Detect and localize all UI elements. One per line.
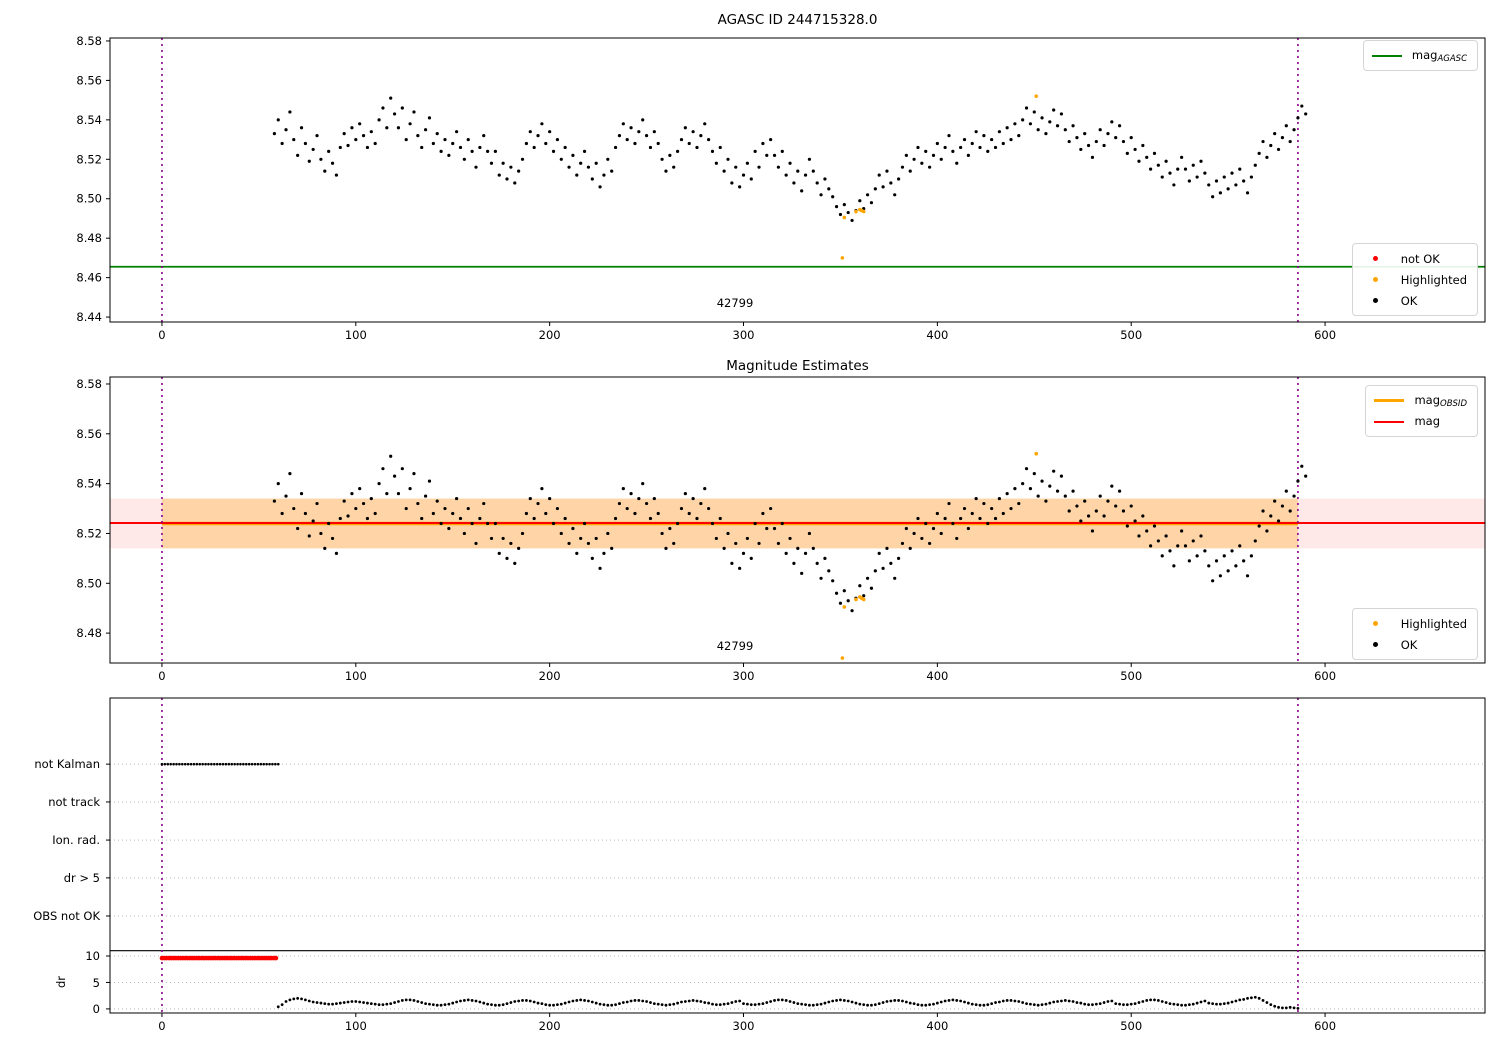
legend-point-types-top: not OK Highlighted OK	[1351, 243, 1478, 316]
obsid-annotation-middle: 42799	[716, 639, 754, 653]
svg-text:8.44: 8.44	[76, 310, 102, 324]
svg-text:300: 300	[733, 669, 755, 683]
svg-text:100: 100	[345, 1019, 367, 1033]
svg-text:500: 500	[1120, 1019, 1142, 1033]
flag-label-ion-rad: Ion. rad.	[52, 833, 100, 847]
svg-text:300: 300	[733, 328, 755, 342]
svg-text:8.50: 8.50	[76, 192, 102, 206]
middle-chart-title: Magnitude Estimates	[726, 358, 869, 374]
svg-text:0: 0	[158, 1019, 165, 1033]
black-dot-swatch	[1361, 642, 1391, 647]
svg-text:600: 600	[1314, 1019, 1336, 1033]
svg-text:600: 600	[1314, 669, 1336, 683]
legend-label: OK	[1400, 637, 1418, 652]
flag-label-obs-not-ok: OBS not OK	[33, 909, 100, 923]
red-dot-swatch	[1361, 256, 1391, 261]
legend-label: not OK	[1400, 251, 1440, 266]
green-line-swatch	[1371, 54, 1402, 57]
svg-text:8.48: 8.48	[76, 626, 102, 640]
obsid-annotation-top: 42799	[716, 296, 754, 310]
svg-text:300: 300	[733, 1019, 755, 1033]
svg-text:0: 0	[158, 328, 165, 342]
legend-mag-lines: magOBSID mag	[1365, 385, 1478, 437]
flag-label-not-track: not track	[48, 795, 100, 809]
top-chart-title: AGASC ID 244715328.0	[717, 12, 878, 28]
svg-text:400: 400	[926, 669, 948, 683]
svg-text:8.48: 8.48	[76, 231, 102, 245]
svg-text:8.52: 8.52	[76, 152, 102, 166]
dr-tick-5: 5	[92, 976, 100, 990]
legend-item-ok: OK	[1361, 634, 1467, 655]
legend-label: magAGASC	[1411, 47, 1467, 64]
legend-item-mag-obsid: magOBSID	[1374, 390, 1467, 411]
legend-item-ok: OK	[1361, 290, 1467, 311]
legend-item-not-ok: not OK	[1361, 248, 1467, 269]
legend-label: magOBSID	[1414, 392, 1467, 409]
svg-text:8.58: 8.58	[76, 34, 102, 48]
svg-text:8.58: 8.58	[76, 377, 102, 391]
svg-text:0: 0	[158, 669, 165, 683]
legend-item-mag: mag	[1374, 411, 1467, 432]
dr-tick-0: 0	[92, 1002, 100, 1016]
svg-text:200: 200	[539, 328, 561, 342]
svg-text:8.50: 8.50	[76, 576, 102, 590]
svg-text:100: 100	[345, 328, 367, 342]
legend-item-mag-agasc: magAGASC	[1371, 45, 1467, 66]
svg-text:8.52: 8.52	[76, 526, 102, 540]
red-line-swatch	[1374, 420, 1405, 423]
legend-point-types-middle: Highlighted OK	[1351, 608, 1478, 660]
legend-mag-agasc: magAGASC	[1362, 40, 1478, 71]
svg-text:8.56: 8.56	[76, 427, 102, 441]
orange-line-swatch	[1374, 399, 1405, 402]
legend-label: mag	[1414, 413, 1441, 428]
svg-text:100: 100	[345, 669, 367, 683]
svg-text:8.54: 8.54	[76, 477, 102, 491]
legend-item-highlighted: Highlighted	[1361, 269, 1467, 290]
svg-text:400: 400	[926, 1019, 948, 1033]
legend-label: Highlighted	[1400, 272, 1467, 287]
svg-text:8.56: 8.56	[76, 73, 102, 87]
flag-label-not-kalman: not Kalman	[34, 757, 100, 771]
legend-label: Highlighted	[1400, 616, 1467, 631]
legend-label: OK	[1400, 293, 1418, 308]
svg-text:8.46: 8.46	[76, 271, 102, 285]
orange-dot-swatch	[1361, 621, 1391, 626]
dr-tick-10: 10	[85, 949, 100, 963]
flag-label-dr-gt-5: dr > 5	[63, 871, 100, 885]
svg-text:200: 200	[539, 669, 561, 683]
svg-text:400: 400	[926, 328, 948, 342]
orange-dot-swatch	[1361, 277, 1391, 282]
svg-text:500: 500	[1120, 328, 1142, 342]
svg-text:8.54: 8.54	[76, 113, 102, 127]
black-dot-swatch	[1361, 298, 1391, 303]
svg-text:200: 200	[539, 1019, 561, 1033]
svg-text:600: 600	[1314, 328, 1336, 342]
svg-text:500: 500	[1120, 669, 1142, 683]
legend-item-highlighted: Highlighted	[1361, 613, 1467, 634]
